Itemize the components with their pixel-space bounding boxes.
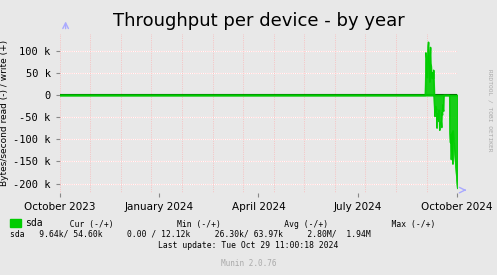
- Text: Last update: Tue Oct 29 11:00:18 2024: Last update: Tue Oct 29 11:00:18 2024: [159, 241, 338, 250]
- Text: Cur (-/+)             Min (-/+)             Avg (-/+)             Max (-/+): Cur (-/+) Min (-/+) Avg (-/+) Max (-/+): [60, 220, 435, 229]
- Text: RRDTOOL / TOBI OETIKER: RRDTOOL / TOBI OETIKER: [487, 69, 492, 151]
- Text: sda   9.64k/ 54.60k     0.00 / 12.12k     26.30k/ 63.97k     2.80M/  1.94M: sda 9.64k/ 54.60k 0.00 / 12.12k 26.30k/ …: [10, 230, 371, 239]
- Text: sda: sda: [25, 218, 42, 228]
- Y-axis label: Bytes/second read (-) / write (+): Bytes/second read (-) / write (+): [0, 40, 9, 186]
- Text: Munin 2.0.76: Munin 2.0.76: [221, 260, 276, 268]
- Title: Throughput per device - by year: Throughput per device - by year: [112, 12, 405, 30]
